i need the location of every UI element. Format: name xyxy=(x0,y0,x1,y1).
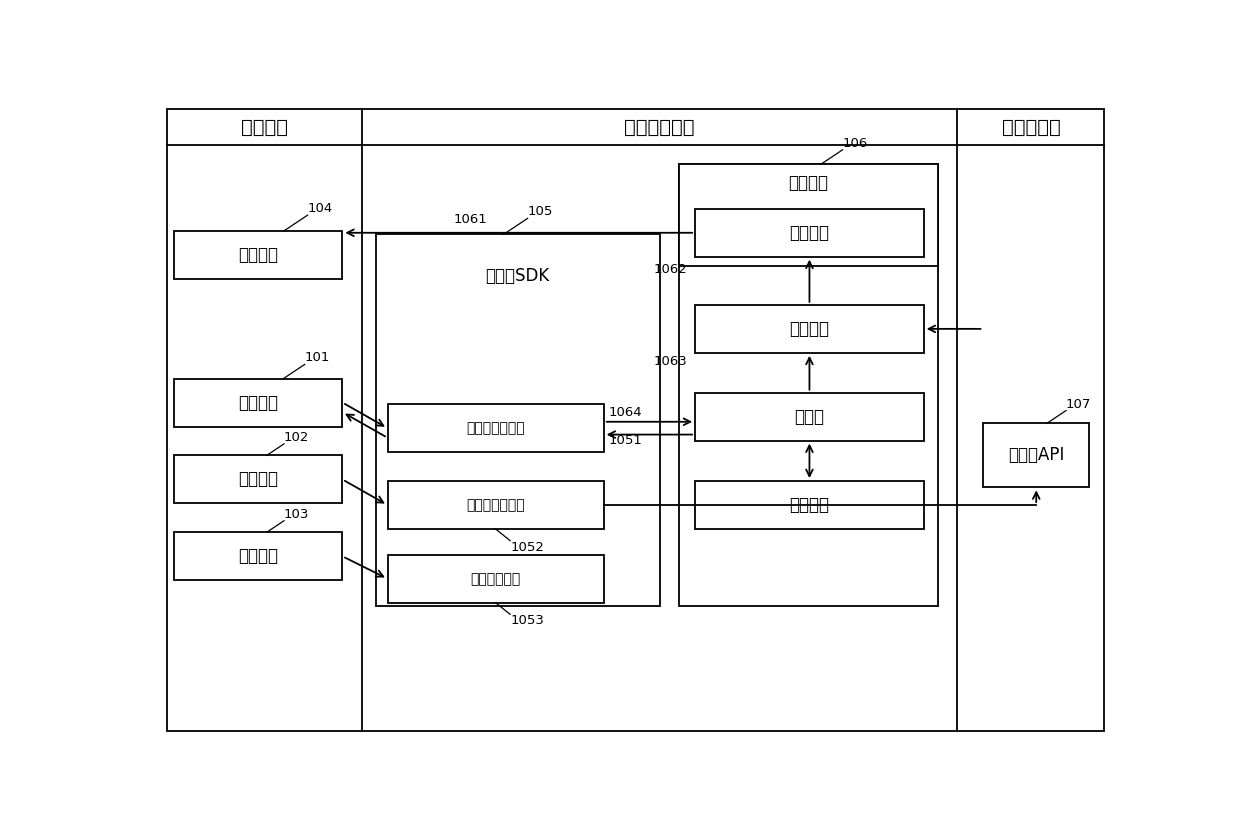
Text: 区块链服务层: 区块链服务层 xyxy=(624,117,694,136)
Text: 105: 105 xyxy=(528,206,553,218)
Bar xyxy=(174,532,342,581)
Text: 1061: 1061 xyxy=(454,213,487,226)
Text: 消息服务: 消息服务 xyxy=(789,174,828,192)
Text: 查询服务: 查询服务 xyxy=(790,496,830,514)
Bar xyxy=(388,481,604,529)
Text: 1053: 1053 xyxy=(510,614,544,627)
Text: 101: 101 xyxy=(305,351,330,364)
Text: 102: 102 xyxy=(284,431,310,443)
Bar xyxy=(696,305,924,353)
Text: 交易与区块查询: 交易与区块查询 xyxy=(466,421,525,435)
Text: 区块链API: 区块链API xyxy=(1008,447,1064,464)
Text: 1063: 1063 xyxy=(653,354,687,368)
Bar xyxy=(678,164,939,606)
Text: 104: 104 xyxy=(308,202,332,215)
Text: 消息订阅: 消息订阅 xyxy=(238,246,278,265)
Bar xyxy=(388,404,604,453)
Text: 107: 107 xyxy=(1066,398,1091,410)
Bar xyxy=(174,379,342,427)
Text: 业务系统: 业务系统 xyxy=(241,117,288,136)
Text: 103: 103 xyxy=(284,508,310,521)
Text: 1051: 1051 xyxy=(609,434,642,448)
Bar xyxy=(174,231,342,280)
Text: 1062: 1062 xyxy=(653,263,687,275)
Text: 用户注册: 用户注册 xyxy=(238,547,278,565)
Text: 1052: 1052 xyxy=(510,541,544,553)
Bar xyxy=(678,164,939,266)
Text: 消息观察: 消息观察 xyxy=(790,319,830,338)
Bar xyxy=(388,555,604,602)
Text: 区块链网络: 区块链网络 xyxy=(1002,117,1060,136)
Text: 1064: 1064 xyxy=(609,405,642,418)
Text: 交易封装与发起: 交易封装与发起 xyxy=(466,498,525,512)
Text: 查询请求: 查询请求 xyxy=(238,394,278,412)
Text: 106: 106 xyxy=(843,136,868,150)
Text: 请求交易: 请求交易 xyxy=(238,470,278,488)
Text: 数据库: 数据库 xyxy=(795,408,825,426)
Text: 可嵌入SDK: 可嵌入SDK xyxy=(486,267,549,285)
Bar xyxy=(696,209,924,257)
Bar xyxy=(983,423,1089,488)
Text: 证书私钥管理: 证书私钥管理 xyxy=(470,572,521,586)
Bar xyxy=(696,393,924,441)
Bar xyxy=(174,455,342,503)
Text: 消息队列: 消息队列 xyxy=(790,224,830,242)
Bar xyxy=(696,481,924,529)
Bar xyxy=(376,235,660,606)
